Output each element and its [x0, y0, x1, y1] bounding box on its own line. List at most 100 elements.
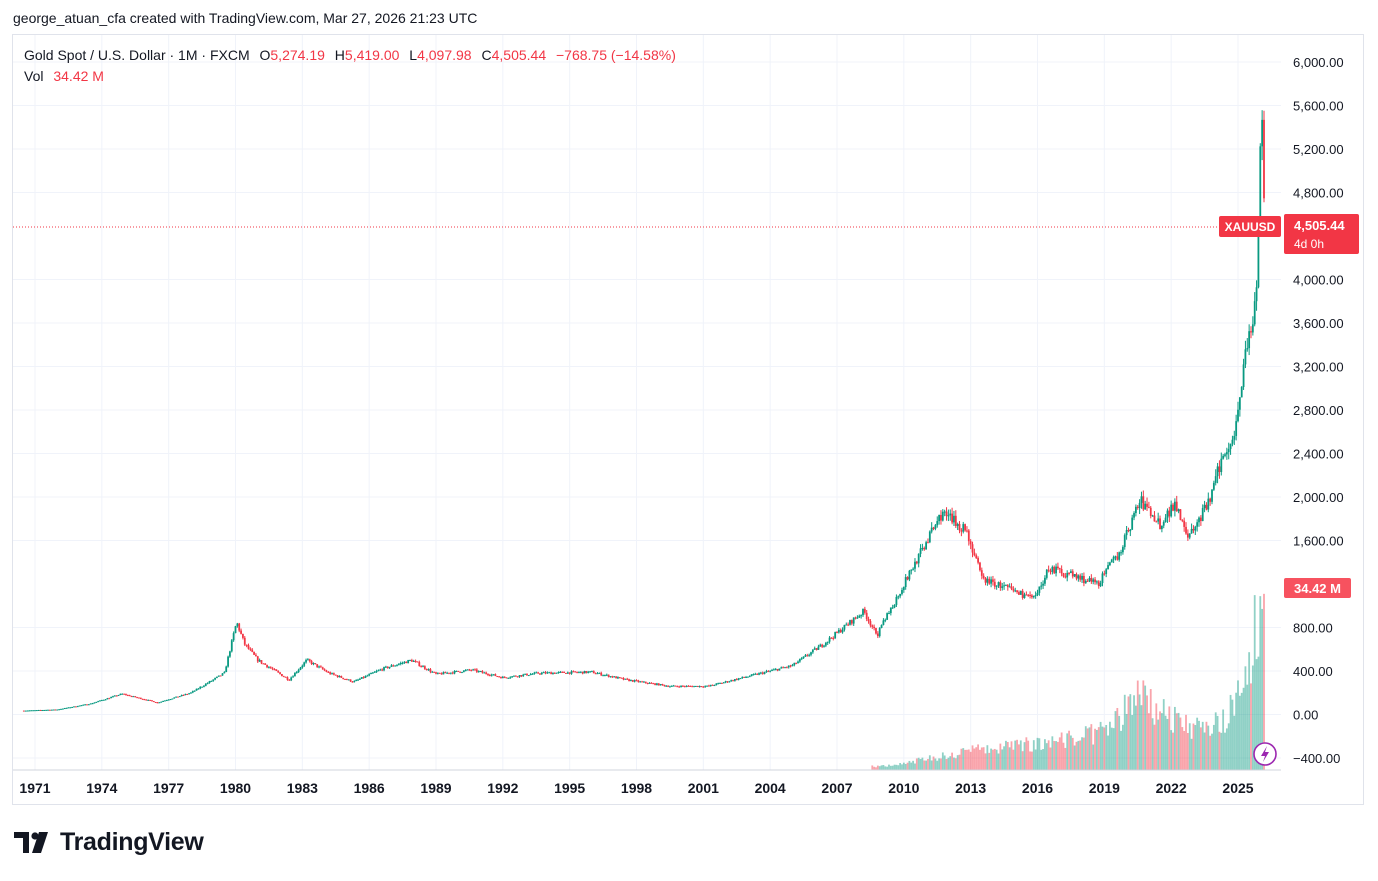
candle-body — [139, 697, 142, 699]
candle-body — [282, 676, 285, 678]
x-tick-label: 1986 — [354, 780, 385, 796]
candle-body — [717, 683, 720, 685]
candle-body — [433, 671, 436, 673]
candle-body — [917, 553, 920, 564]
candle-body — [360, 677, 363, 679]
candle-body — [1211, 489, 1213, 502]
candle-body — [290, 677, 293, 681]
tradingview-brand[interactable]: TradingView — [14, 828, 204, 857]
x-tick-label: 1983 — [287, 780, 318, 796]
volume-bar — [1155, 703, 1158, 770]
volume-bar — [966, 749, 968, 770]
volume-bar — [1186, 732, 1189, 770]
candle-body — [934, 525, 937, 529]
candle-body — [875, 628, 877, 634]
volume-bar — [1068, 730, 1070, 770]
candle-body — [1088, 578, 1091, 582]
candle-body — [999, 582, 1002, 588]
candle-body — [741, 676, 744, 679]
candle-body — [585, 671, 588, 673]
candle-body — [1036, 592, 1039, 596]
x-tick-label: 2004 — [755, 780, 786, 796]
candle-body — [708, 685, 710, 687]
candle-body — [600, 672, 603, 676]
candle-body — [914, 561, 916, 569]
candle-body — [230, 640, 233, 652]
candle-body — [722, 682, 725, 684]
y-tick-label: −400.00 — [1293, 751, 1340, 766]
candle-body — [860, 615, 863, 617]
candle-body — [713, 685, 716, 687]
volume-bar — [876, 765, 879, 770]
lightning-icon[interactable] — [1253, 742, 1277, 766]
candle-body — [475, 669, 478, 672]
candle-body — [89, 703, 92, 705]
candle-body — [71, 706, 74, 708]
volume-bar — [1036, 737, 1039, 770]
candle-body — [704, 686, 707, 688]
candle-body — [581, 671, 584, 674]
volume-bar — [969, 751, 972, 770]
candle-body — [500, 676, 502, 679]
candle-body — [1222, 455, 1225, 459]
legend-volume-row: Vol 34.42 M — [24, 66, 676, 87]
volume-bar — [934, 758, 937, 770]
legend-symbol[interactable]: Gold Spot / U.S. Dollar · 1M · FXCM — [24, 47, 250, 63]
volume-bar — [1094, 728, 1096, 770]
symbol-tag: XAUUSD — [1225, 220, 1276, 234]
candle-body — [177, 696, 179, 698]
candle-body — [368, 674, 371, 676]
candle-body — [1229, 443, 1232, 450]
candle-body — [656, 683, 658, 685]
candle-body — [1110, 559, 1113, 563]
volume-bar — [1114, 711, 1117, 770]
candle-body — [143, 699, 146, 701]
candle-body — [1162, 522, 1165, 526]
candle-body — [227, 656, 229, 667]
volume-bar — [954, 758, 957, 770]
volume-bar — [1205, 721, 1208, 770]
candle-body — [121, 693, 124, 695]
candle-body — [1090, 578, 1093, 582]
candle-body — [403, 661, 406, 663]
candle-body — [409, 660, 411, 662]
candle-body — [255, 654, 257, 657]
volume-bar — [930, 760, 933, 770]
candle-body — [275, 669, 278, 672]
volume-bar — [953, 757, 955, 770]
candle-body — [611, 676, 614, 678]
candle-body — [190, 692, 192, 694]
candle-body — [240, 630, 242, 634]
candle-body — [522, 674, 525, 677]
y-tick-label: 0.00 — [1293, 708, 1318, 723]
volume-bar — [1177, 712, 1180, 770]
candle-body — [86, 704, 88, 706]
candle-body — [442, 672, 445, 675]
candle-body — [746, 676, 749, 678]
candle-body — [782, 667, 785, 669]
candle-body — [657, 683, 660, 686]
candle-body — [97, 701, 100, 703]
candle-body — [331, 673, 333, 675]
candle-body — [397, 663, 400, 665]
candle-body — [169, 699, 172, 701]
legend-high: 5,419.00 — [344, 47, 400, 63]
candle-body — [401, 662, 404, 664]
candle-body — [314, 663, 317, 665]
candle-body — [618, 677, 621, 679]
volume-bar — [1235, 692, 1238, 770]
candle-body — [878, 627, 881, 637]
candle-body — [810, 652, 812, 655]
candle-body — [470, 670, 473, 672]
candle-body — [440, 673, 443, 675]
volume-bar — [938, 758, 941, 770]
candle-body — [136, 697, 139, 699]
volume-bar — [1255, 659, 1258, 770]
volume-bar — [902, 762, 905, 770]
candle-body — [1242, 364, 1245, 387]
candle-body — [661, 684, 664, 686]
candle-body — [501, 676, 504, 679]
candle-body — [568, 672, 571, 674]
candle-body — [979, 562, 981, 571]
